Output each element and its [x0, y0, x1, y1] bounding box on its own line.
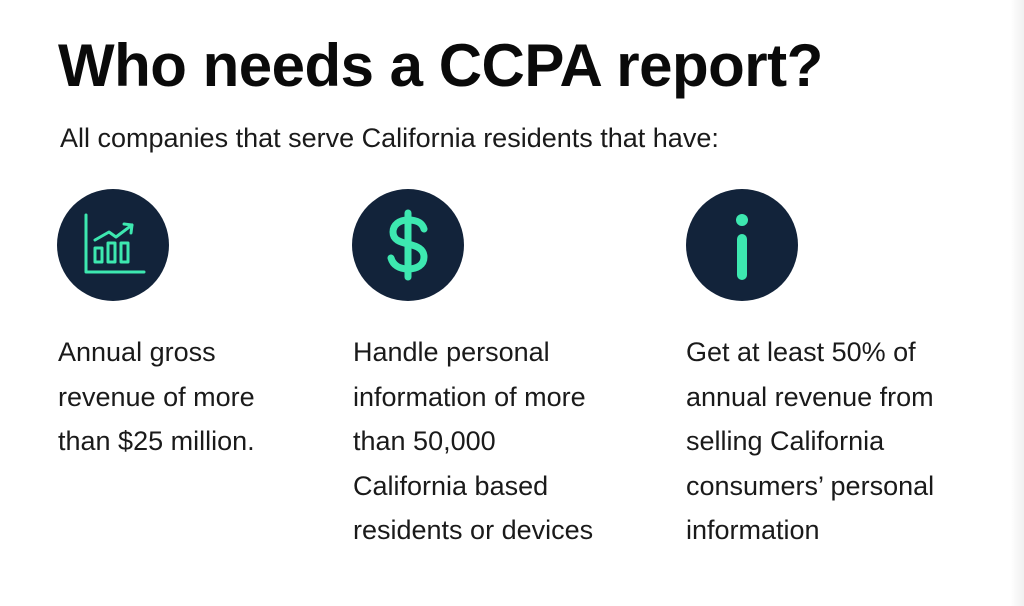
criterion-2-icon-badge	[352, 189, 464, 301]
criterion-2-line-2: information of more	[353, 381, 586, 412]
criterion-1-line-2: revenue of more	[58, 381, 255, 412]
criterion-3-icon-badge	[686, 189, 798, 301]
criterion-3-text: Get at least 50% of annual revenue from …	[686, 330, 976, 553]
criterion-1-icon-badge	[57, 189, 169, 301]
criterion-2-text: Handle personal information of more than…	[353, 330, 643, 553]
right-edge-shadow	[1010, 0, 1024, 606]
criterion-2-line-5: residents or devices	[353, 515, 594, 545]
criterion-1-line-1: Annual gross	[58, 337, 216, 367]
growth-chart-icon	[84, 213, 146, 274]
info-icon	[736, 214, 748, 280]
criterion-2-line-4: California based	[353, 470, 549, 501]
criterion-1-text: Annual gross revenue of more than $25 mi…	[58, 330, 348, 464]
page-title: Who needs a CCPA report?	[58, 32, 823, 99]
dollar-sign-icon	[387, 209, 428, 281]
criterion-3-line-5: information	[686, 515, 820, 545]
criterion-3-line-4: consumers’ personal	[686, 470, 935, 501]
criterion-2-line-3: than 50,000	[353, 426, 496, 456]
criterion-3-line-3: selling California	[686, 426, 885, 456]
criterion-1-line-3: than $25 million.	[58, 426, 255, 456]
page-subtitle: All companies that serve California resi…	[60, 123, 719, 153]
criterion-3-line-2: annual revenue from	[686, 381, 934, 412]
criterion-2-line-1: Handle personal	[353, 337, 550, 367]
criterion-3-line-1: Get at least 50% of	[686, 337, 916, 367]
